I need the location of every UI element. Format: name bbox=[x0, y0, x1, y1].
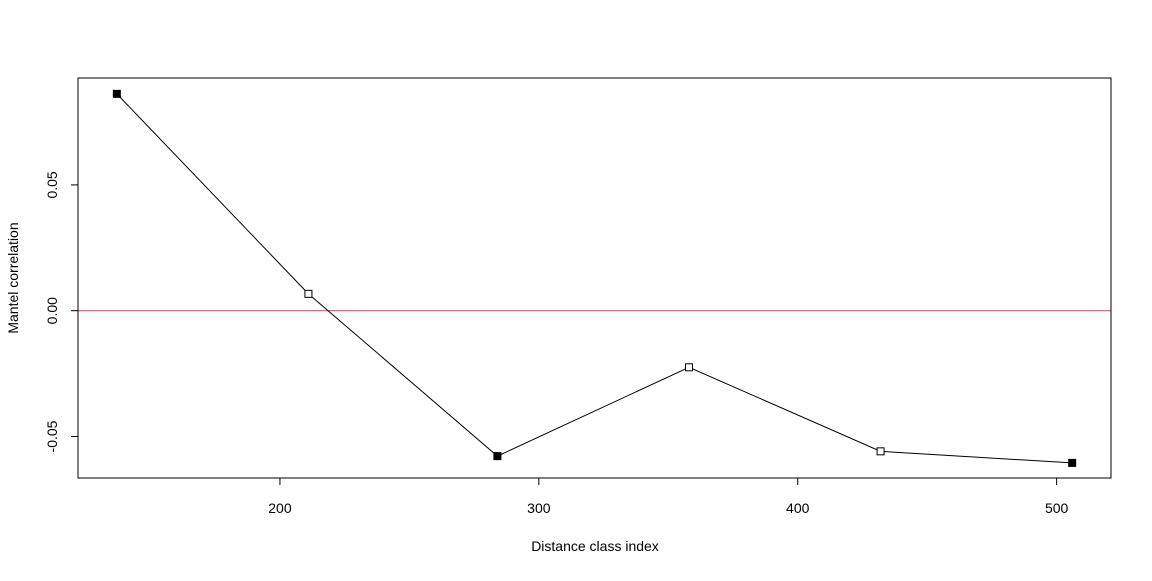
x-tick-label: 200 bbox=[268, 500, 292, 516]
x-tick-label: 400 bbox=[786, 500, 810, 516]
plot-layer bbox=[78, 89, 1111, 467]
y-tick-label: 0.05 bbox=[44, 171, 60, 198]
data-point-nonsignificant bbox=[304, 289, 313, 298]
x-tick-label: 300 bbox=[527, 500, 551, 516]
x-axis-label: Distance class index bbox=[531, 538, 659, 554]
y-tick-label: -0.05 bbox=[44, 420, 60, 452]
y-axis: -0.05 0.00 0.05 bbox=[44, 171, 79, 452]
y-axis-label: Mantel correlation bbox=[5, 222, 21, 333]
x-axis: 200 300 400 500 bbox=[268, 477, 1069, 516]
data-point-significant bbox=[1068, 458, 1077, 467]
data-point-significant bbox=[112, 89, 121, 98]
series-line bbox=[116, 93, 1073, 464]
data-point-significant bbox=[493, 452, 502, 461]
x-tick-label: 500 bbox=[1045, 500, 1069, 516]
data-point-nonsignificant bbox=[684, 363, 693, 372]
plot-frame bbox=[77, 77, 1112, 479]
data-point-nonsignificant bbox=[876, 447, 885, 456]
y-tick-label: 0.00 bbox=[44, 297, 60, 324]
